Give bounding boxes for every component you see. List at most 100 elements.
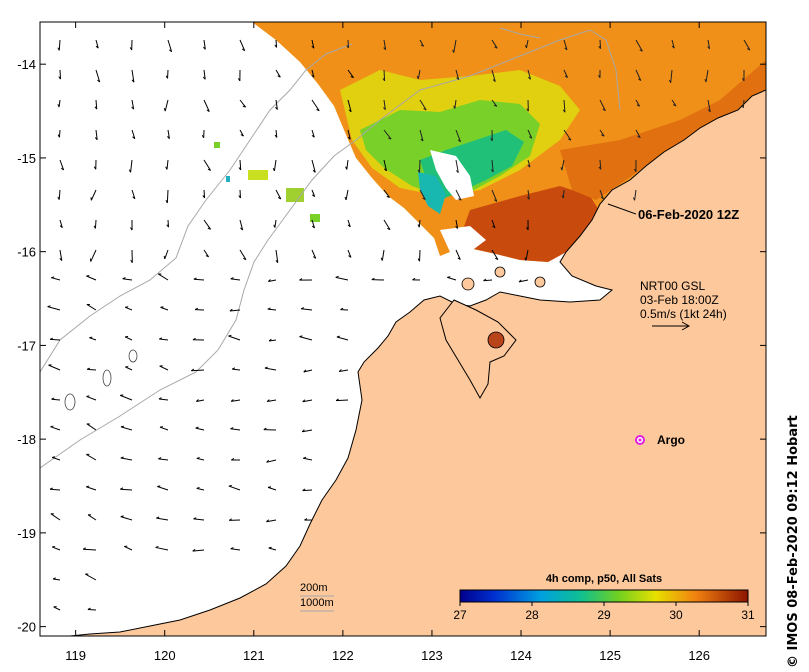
current-arrow <box>167 219 170 228</box>
current-arrow <box>346 159 349 170</box>
current-arrow <box>599 39 602 49</box>
current-arrow <box>95 99 98 110</box>
current-arrow-head <box>273 224 276 228</box>
current-arrow <box>164 99 169 112</box>
current-arrow-head <box>266 519 270 523</box>
current-arrow-head <box>524 45 527 49</box>
current-arrow-head <box>493 104 497 107</box>
current-arrow-head <box>60 167 64 171</box>
isobath-1000m <box>499 27 541 39</box>
current-arrow <box>232 368 241 371</box>
current-arrow-head <box>382 78 386 82</box>
current-arrow-head <box>94 106 98 110</box>
current-arrow <box>95 69 101 83</box>
current-arrow <box>635 129 641 138</box>
current-arrow-head <box>311 74 315 78</box>
current-arrow <box>130 159 133 173</box>
current-arrow-head <box>568 138 572 141</box>
current-arrow <box>230 428 241 431</box>
x-axis: 119 120 121 122 123 124 125 126 <box>65 22 710 663</box>
current-arrow-head <box>207 168 211 171</box>
current-arrow <box>193 518 205 521</box>
current-arrow-head <box>301 429 305 433</box>
current-arrow-head <box>336 335 340 338</box>
sst-patch <box>214 142 220 148</box>
current-arrow <box>239 219 244 231</box>
current-arrow-head <box>122 277 126 280</box>
current-arrow-head <box>412 277 416 281</box>
current-arrow <box>303 457 313 461</box>
current-arrow-head <box>195 426 199 429</box>
current-arrow-head <box>238 195 241 199</box>
current-arrow <box>50 488 61 491</box>
current-arrow <box>268 279 277 282</box>
current-scale-label: 0.5m/s (1kt 24h) <box>640 307 727 321</box>
current-arrow <box>381 249 385 261</box>
current-arrow-head <box>230 399 234 402</box>
current-arrow <box>311 159 316 173</box>
current-arrow <box>302 429 313 433</box>
current-arrow-head <box>633 168 637 172</box>
current-arrow-head <box>302 399 306 403</box>
current-arrow <box>166 189 169 203</box>
current-arrow <box>383 159 387 172</box>
y-tick-label: -18 <box>17 432 36 447</box>
current-arrow-head <box>452 49 455 53</box>
current-arrow-head <box>741 104 744 109</box>
current-arrow-head <box>384 168 387 172</box>
current-arrow <box>47 306 61 311</box>
current-arrow <box>192 549 205 552</box>
current-arrow <box>455 69 460 80</box>
current-arrow-head <box>274 134 278 138</box>
current-arrow <box>347 129 351 140</box>
current-arrow-head <box>453 105 456 109</box>
current-arrow-head <box>562 109 566 113</box>
current-arrow <box>336 399 349 402</box>
current-arrow-head <box>230 427 234 430</box>
current-arrow-head <box>128 169 132 173</box>
colorbar-tick-label: 28 <box>525 608 539 622</box>
current-arrow-head <box>193 517 197 520</box>
current-arrow-head <box>671 45 675 49</box>
current-arrow <box>491 159 494 172</box>
current-arrow <box>120 394 133 401</box>
current-arrow-head <box>120 515 124 518</box>
current-arrow-head <box>158 397 162 400</box>
current-arrow-head <box>82 547 87 550</box>
current-arrow-head <box>89 336 93 339</box>
current-arrow-head <box>203 46 206 50</box>
current-arrow-head <box>312 169 316 173</box>
current-arrow-head <box>447 276 451 278</box>
current-arrow-head <box>52 545 56 548</box>
current-arrow-head <box>231 367 236 370</box>
sst-patch <box>310 214 320 222</box>
current-arrow <box>705 69 709 83</box>
x-tick-label: 124 <box>510 648 532 663</box>
current-arrows <box>47 39 751 611</box>
current-arrow <box>191 369 205 372</box>
current-arrow <box>86 395 97 401</box>
current-arrow <box>120 457 133 461</box>
current-arrow-head <box>165 166 168 170</box>
current-arrow-head <box>417 169 420 173</box>
current-arrow-head <box>598 74 601 79</box>
current-arrow <box>156 517 169 521</box>
current-arrow-head <box>490 138 493 142</box>
y-tick-label: -17 <box>17 338 36 353</box>
current-arrow-head <box>240 227 244 231</box>
current-arrow <box>303 369 313 373</box>
current-arrow-head <box>238 167 242 171</box>
current-arrow <box>203 39 206 50</box>
current-arrow-head <box>303 369 307 373</box>
current-arrow-head <box>383 107 386 111</box>
current-arrow <box>239 99 247 108</box>
current-arrow-head <box>639 49 643 52</box>
current-arrow-head <box>598 166 602 170</box>
sst-field-hot <box>462 186 600 262</box>
current-arrow <box>267 486 277 491</box>
current-arrow <box>50 513 61 521</box>
current-arrow <box>275 99 278 110</box>
current-arrow-head <box>277 75 281 78</box>
current-arrow-head <box>529 136 533 139</box>
